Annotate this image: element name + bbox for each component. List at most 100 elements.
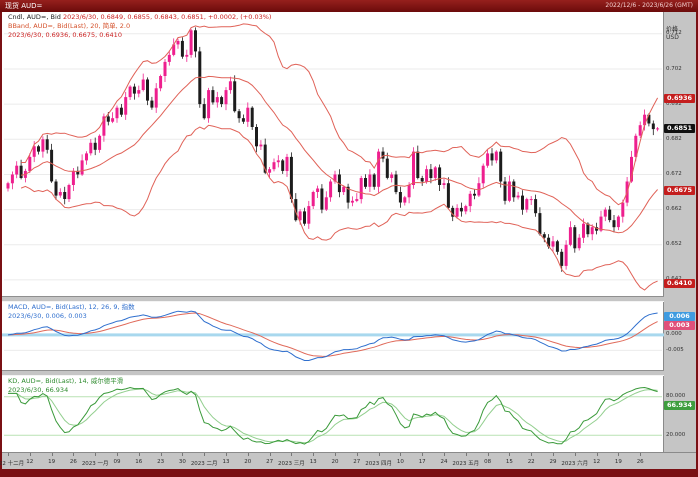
price-axis-label: 0.682 <box>666 135 682 142</box>
x-tick-label: 29 <box>549 459 557 465</box>
kd-label: KD, AUD=, Bid(Last), 14, 威尔德平滑 <box>8 377 124 385</box>
x-tick-mark <box>73 453 75 456</box>
x-tick-mark <box>8 453 9 456</box>
x-tick-mark <box>422 453 424 456</box>
kd-axis-label: 80.000 <box>666 393 686 400</box>
x-tick-mark <box>182 453 184 456</box>
legend-bband-label: BBand, AUD=, Bid(Last), 20, 简单, 2.0 <box>8 22 131 30</box>
title-bar: 现货 AUD= 2022/12/6 - 2023/6/26 (GMT) <box>0 0 698 12</box>
x-tick-label: 2023 一月 <box>81 461 109 467</box>
x-tick-mark <box>378 453 380 456</box>
x-tick-label: 19 <box>48 459 56 465</box>
x-tick-label: 27 <box>353 459 361 465</box>
x-tick-label: 09 <box>113 459 121 465</box>
macd-label: MACD, AUD=, Bid(Last), 12, 26, 9, 指数 <box>8 303 135 311</box>
window-daterange: 2022/12/6 - 2023/6/26 (GMT) <box>605 2 693 9</box>
x-tick-mark <box>553 453 554 456</box>
x-tick-label: 2023 五月 <box>452 461 480 467</box>
x-tick-label: 13 <box>222 459 230 465</box>
x-tick-label: 13 <box>309 459 317 465</box>
x-tick-label: 19 <box>614 459 622 465</box>
price-axis-label: 0.672 <box>666 171 682 177</box>
x-tick-label: 22 <box>527 459 535 465</box>
price-badge: 0.6675 <box>664 185 695 195</box>
x-tick-mark <box>117 453 118 456</box>
x-tick-mark <box>95 453 97 456</box>
price-axis-label: 0.652 <box>666 241 682 248</box>
price-badge: 0.6936 <box>664 94 695 103</box>
kd-badge: 66.934 <box>664 400 695 410</box>
macd-badge: 0.006 <box>664 311 695 321</box>
price-axis-title: 价格 USD <box>666 26 679 41</box>
x-tick-label: 20 <box>331 459 339 465</box>
macd-legend: MACD, AUD=, Bid(Last), 12, 26, 9, 指数 202… <box>8 303 135 321</box>
x-tick-mark <box>596 453 598 456</box>
x-tick-label: 2023 四月 <box>365 461 392 467</box>
x-tick-label: 24 <box>440 459 448 465</box>
x-tick-label: 20 <box>244 459 252 465</box>
x-tick-mark <box>226 453 227 456</box>
kd-legend: KD, AUD=, Bid(Last), 14, 威尔德平滑 2023/6/30… <box>8 377 123 395</box>
x-tick-mark <box>269 453 271 456</box>
price-axis-label: 0.712 <box>666 30 682 37</box>
price-axis-label: 0.692 <box>666 100 682 107</box>
chart-canvas[interactable] <box>2 12 696 469</box>
x-tick-label: 12 <box>26 459 34 465</box>
macd-axis-label: 0.000 <box>666 331 682 338</box>
price-axis-label: 0.662 <box>666 206 682 213</box>
x-tick-mark <box>574 453 576 456</box>
x-tick-label: 27 <box>266 459 274 465</box>
kd-axis-label: 20.000 <box>666 431 686 438</box>
x-tick-mark <box>29 453 31 456</box>
x-tick-mark <box>640 453 642 456</box>
price-badge: 0.6851 <box>664 123 695 133</box>
macd-axis-label: -0.005 <box>666 346 684 353</box>
price-axis-label: 0.702 <box>666 65 682 72</box>
x-tick-mark <box>531 453 533 456</box>
macd-badge: 0.003 <box>664 321 695 331</box>
legend-bband-values: 2023/6/30, 0.6936, 0.6675, 0.6410 <box>8 31 122 39</box>
x-tick-label: 26 <box>636 459 644 465</box>
price-axis[interactable]: 0.7120.7020.6920.6820.6720.6620.6520.642… <box>664 12 696 452</box>
x-tick-mark <box>618 453 620 456</box>
x-tick-mark <box>444 453 445 456</box>
x-tick-label: 10 <box>396 459 404 465</box>
x-tick-label: 08 <box>484 459 492 465</box>
x-tick-label: 30 <box>178 459 186 465</box>
x-tick-mark <box>509 453 511 456</box>
main-chart-legend: Cndl, AUD=, Bid 2023/6/30, 0.6849, 0.685… <box>8 13 271 40</box>
x-tick-label: 15 <box>505 459 513 465</box>
legend-ohlc: 2023/6/30, 0.6849, 0.6855, 0.6843, 0.685… <box>62 13 272 21</box>
x-tick-mark <box>356 453 358 456</box>
window-title: 现货 AUD= <box>5 2 43 10</box>
x-tick-mark <box>335 453 336 456</box>
x-tick-mark <box>138 453 140 456</box>
chart-workspace: Cndl, AUD=, Bid 2023/6/30, 0.6849, 0.685… <box>0 12 696 469</box>
kd-values: 2023/6/30, 66.934 <box>8 386 69 394</box>
x-tick-label: 2022 十二月 <box>0 461 25 467</box>
x-tick-label: 23 <box>157 459 165 465</box>
x-tick-mark <box>487 453 489 456</box>
x-tick-label: 2023 六月 <box>561 461 589 467</box>
x-tick-label: 16 <box>135 459 143 465</box>
x-tick-label: 26 <box>69 459 77 465</box>
panel-divider[interactable] <box>2 296 664 302</box>
price-badge: 0.6410 <box>664 279 695 288</box>
x-tick-label: 2023 三月 <box>278 461 305 467</box>
x-tick-mark <box>313 453 315 456</box>
x-tick-mark <box>247 453 249 456</box>
x-tick-label: 12 <box>593 459 601 465</box>
x-tick-mark <box>400 453 402 456</box>
x-tick-mark <box>160 453 162 456</box>
macd-values: 2023/6/30, 0.006, 0.003 <box>8 312 87 320</box>
x-tick-label: 17 <box>418 459 426 465</box>
x-tick-mark <box>51 453 53 456</box>
panel-divider[interactable] <box>2 370 664 376</box>
x-tick-mark <box>291 453 293 456</box>
x-tick-mark <box>204 453 206 456</box>
legend-instrument: Cndl, AUD=, Bid <box>8 13 61 21</box>
x-tick-label: 2023 二月 <box>190 461 218 467</box>
x-tick-mark <box>465 453 467 456</box>
